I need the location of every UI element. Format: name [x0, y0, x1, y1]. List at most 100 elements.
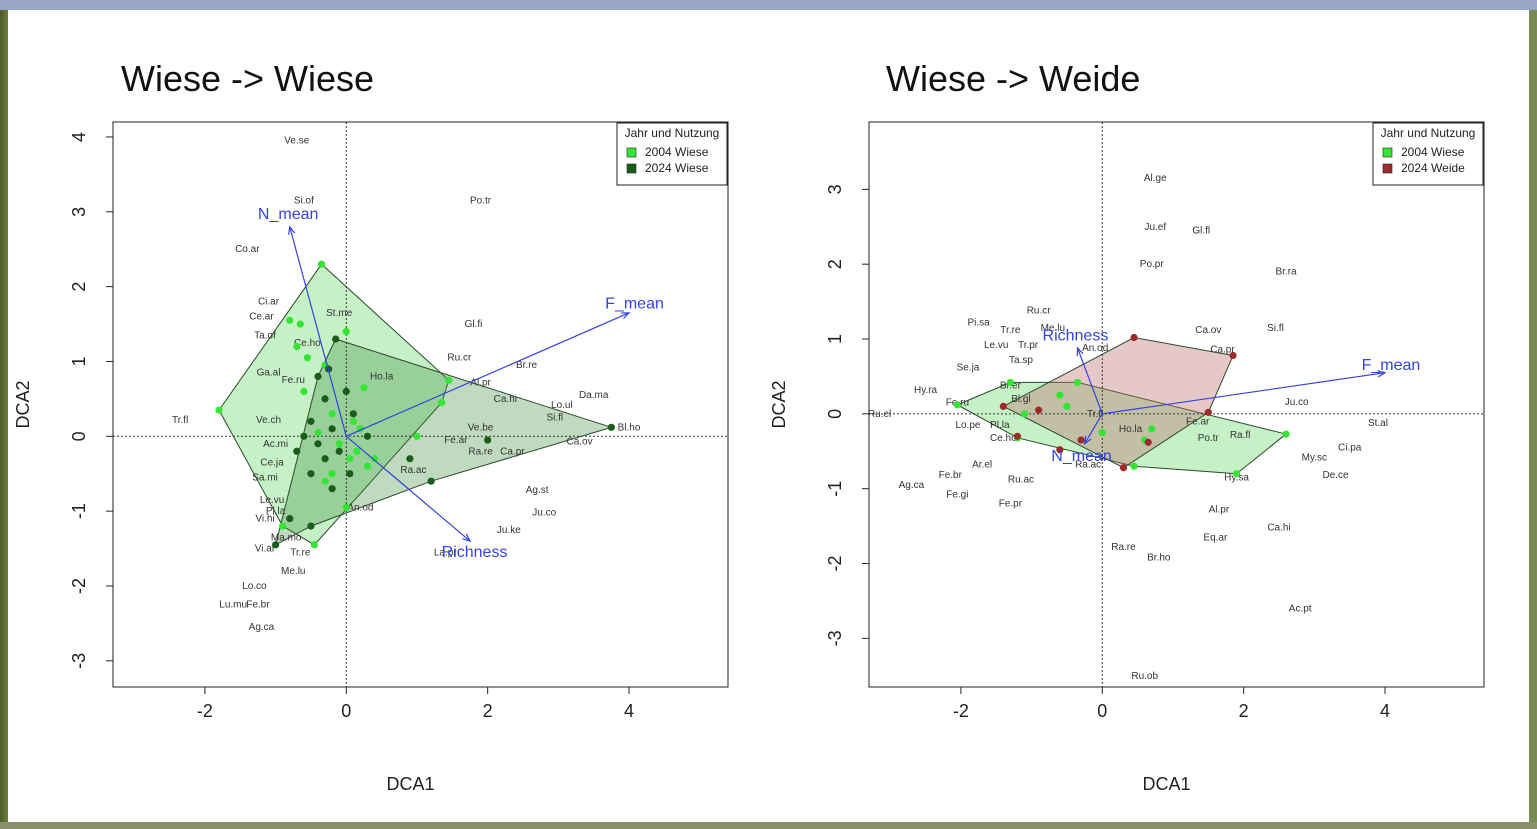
point-series-1: [293, 342, 301, 351]
point-series-1: [303, 354, 311, 362]
species-label: Br.re: [516, 360, 538, 371]
species-label: Bl.ho: [618, 422, 641, 433]
left-chart-title: Wiese -> Wiese: [121, 58, 375, 99]
species-label: Tr.pr: [1018, 340, 1039, 351]
y-tick-label: -1: [69, 503, 89, 519]
point-series-1: [1130, 462, 1138, 470]
hull-2: [1002, 337, 1234, 469]
species-label: Si.fl: [546, 413, 563, 424]
point-series-1: [1098, 428, 1106, 437]
point-series-2: [300, 432, 308, 440]
arrowhead: [288, 225, 296, 235]
point-series-2: [349, 410, 357, 418]
point-series-2: [1204, 408, 1212, 416]
point-series-1: [438, 399, 446, 407]
species-label: Co.ar: [235, 244, 260, 255]
species-label: Fe.pr: [999, 499, 1023, 510]
y-tick-label: -2: [69, 578, 89, 594]
arrow-label: Richness: [442, 544, 508, 561]
y-tick-label: 3: [69, 207, 89, 217]
x-axis-label: DCA1: [1142, 774, 1190, 794]
species-label: Ra.ac: [1075, 460, 1101, 471]
point-series-2: [332, 335, 340, 343]
legend-title: Jahr und Nutzung: [625, 126, 720, 140]
species-label: Le.vu: [260, 495, 284, 506]
point-series-2: [1056, 446, 1064, 454]
y-tick-label: 3: [825, 184, 845, 194]
species-label: Ca.ov: [1195, 325, 1221, 336]
arrowhead: [621, 312, 631, 320]
point-series-2: [321, 455, 329, 463]
legend-entry-label: 2004 Wiese: [645, 145, 709, 159]
species-label: Si.of: [294, 196, 314, 207]
species-label: Po.tr: [1198, 433, 1220, 444]
y-tick-label: 0: [825, 409, 845, 419]
point-series-2: [286, 515, 294, 523]
species-label: Po.tr: [470, 196, 492, 207]
species-label: Si.fl: [1267, 323, 1284, 334]
species-label: Gl.fl: [1192, 226, 1210, 237]
y-tick-label: 1: [69, 356, 89, 366]
species-label: Ra.fl: [1230, 430, 1251, 441]
species-label: Ve.se: [284, 136, 309, 147]
species-label: Ru.ob: [1131, 671, 1158, 682]
point-series-1: [346, 455, 354, 463]
species-label: La.pr: [434, 547, 457, 558]
arrow-richness: [1076, 347, 1103, 415]
species-label: Le.vu: [984, 340, 1008, 351]
legend-box: [616, 122, 728, 186]
point-series-2: [1130, 333, 1138, 342]
species-label: Ju.ke: [497, 525, 521, 536]
point-series-1: [1282, 430, 1290, 438]
slide-bottom-bar: [0, 822, 1537, 829]
species-label: Ac.pt: [1289, 603, 1312, 614]
point-series-2: [321, 395, 329, 403]
species-label: Se.ja: [957, 362, 980, 373]
species-label: Sa.mi: [252, 472, 278, 483]
species-label: Ga.al: [257, 368, 281, 379]
point-series-1: [349, 417, 357, 425]
species-label: Ru.el: [868, 409, 891, 420]
species-label: Ci.ar: [258, 297, 280, 308]
species-label: Fe.br: [246, 600, 270, 611]
species-label: Fe.br: [939, 470, 963, 481]
point-series-1: [335, 440, 343, 448]
plot-frame: [868, 121, 1485, 688]
arrowhead: [1076, 346, 1084, 357]
y-tick-label: 2: [69, 282, 89, 292]
species-label: Me.lu: [1041, 323, 1065, 334]
point-series-2: [999, 402, 1007, 410]
point-series-1: [360, 384, 368, 392]
species-label: Vi.ar: [255, 544, 276, 555]
species-label: Ve.be: [468, 422, 494, 433]
y-tick-label: 0: [69, 431, 89, 441]
arrow-label: Richness: [1043, 327, 1109, 344]
legend-swatch: [626, 163, 637, 174]
point-series-2: [427, 477, 435, 485]
species-label: Tr.fl: [172, 415, 188, 426]
y-tick-label: 1: [825, 334, 845, 344]
legend-title: Jahr und Nutzung: [1381, 126, 1476, 140]
point-series-1: [279, 522, 287, 530]
arrow-f-mean: [346, 312, 630, 437]
species-label: Ca.pr: [1210, 344, 1235, 355]
legend-swatch: [626, 147, 637, 158]
species-label: Ra.ac: [400, 465, 426, 476]
species-label: Pl.la: [990, 420, 1010, 431]
point-series-1: [314, 428, 322, 437]
species-label: Lu.mu: [219, 600, 247, 611]
x-tick-label: 0: [341, 701, 351, 721]
point-series-2: [314, 440, 322, 448]
species-label: Pi.sa: [967, 318, 990, 329]
species-label: Eq.ar: [1203, 532, 1228, 543]
point-series-1: [321, 477, 329, 485]
species-label: Ce.ho: [990, 433, 1017, 444]
species-label: Hy.ra: [914, 385, 938, 396]
point-series-1: [328, 410, 336, 418]
arrowhead: [1083, 435, 1092, 446]
point-series-1: [310, 541, 319, 549]
species-label: Ca.hi: [494, 394, 517, 405]
species-label: Lo.ul: [551, 400, 573, 411]
y-tick-label: 4: [69, 132, 89, 142]
species-label: Ru.cr: [1027, 306, 1052, 317]
